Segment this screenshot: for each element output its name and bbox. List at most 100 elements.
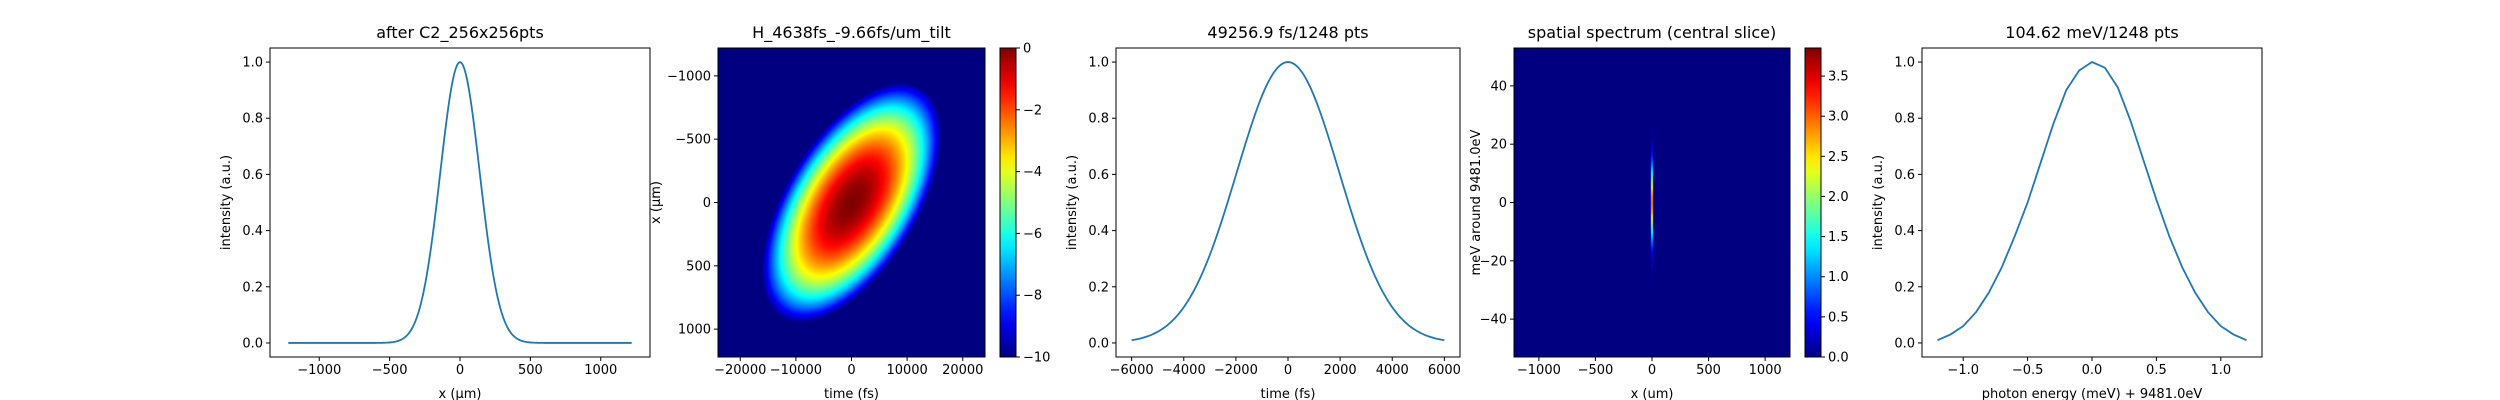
x-axis-label: time (fs) xyxy=(824,387,879,400)
y-tick-label: 0.2 xyxy=(1894,280,1915,295)
x-tick-label: −1.0 xyxy=(1947,363,1979,378)
x-axis-label: x (μm) xyxy=(439,387,482,400)
x-tick-label: 1000 xyxy=(1749,363,1782,378)
x-tick-label: −500 xyxy=(1578,363,1614,378)
y-tick-label: 1.0 xyxy=(1088,56,1109,71)
colorbar-tick-label: 2.0 xyxy=(1828,190,1849,205)
y-tick-label: 0 xyxy=(1499,196,1507,211)
colorbar-tick-label: −10 xyxy=(1023,351,1050,366)
colorbar-tick-label: 3.5 xyxy=(1828,70,1849,85)
x-tick-label: 0 xyxy=(456,363,464,378)
x-axis-label: time (fs) xyxy=(1261,387,1316,400)
panel-4: −1000 −500 0 500 1000 40 20 0 −20 −40 spatial spec… xyxy=(1469,23,1849,400)
colorbar-tick-label: 3.0 xyxy=(1828,110,1849,125)
x-tick-label: −1000 xyxy=(297,363,341,378)
chart-title: spatial spectrum (central slice) xyxy=(1528,23,1776,42)
heatmap-image xyxy=(718,48,985,357)
y-tick-label: 500 xyxy=(686,259,711,274)
series-line xyxy=(1937,61,2247,341)
panel-1: −1000 −500 0 500 1000 0.0 0.2 0.4 0.6 0.8 1.0 after… xyxy=(219,23,651,400)
y-tick-label: 1000 xyxy=(678,323,711,338)
y-tick-label: 0.8 xyxy=(242,112,263,127)
chart-title: H_4638fs_-9.66fs/um_tilt xyxy=(752,23,951,43)
colorbar xyxy=(1804,47,1822,358)
x-tick-label: 20000 xyxy=(942,363,983,378)
x-tick-label: −10000 xyxy=(770,363,822,378)
y-tick-label: 0.0 xyxy=(1894,336,1915,351)
x-tick-label: 0.0 xyxy=(2082,363,2103,378)
heatmap-image xyxy=(1514,48,1790,357)
x-axis-label: x (um) xyxy=(1631,387,1674,400)
chart-title: after C2_256x256pts xyxy=(376,23,544,43)
y-tick-label: 20 xyxy=(1490,138,1507,153)
y-tick-label: 0.0 xyxy=(242,336,263,351)
colorbar-tick-label: 1.0 xyxy=(1828,270,1849,285)
colorbar-tick-label: 0 xyxy=(1023,42,1031,57)
colorbar-tick-label: 0.0 xyxy=(1828,351,1849,366)
colorbar-tick-label: −6 xyxy=(1023,227,1042,242)
y-tick-label: −40 xyxy=(1480,313,1507,328)
x-tick-label: 500 xyxy=(1696,363,1721,378)
x-tick-label: −20000 xyxy=(714,363,766,378)
chart-title: 104.62 meV/1248 pts xyxy=(2005,23,2178,42)
y-tick-label: 0.8 xyxy=(1088,112,1109,127)
x-tick-label: −6000 xyxy=(1110,363,1154,378)
x-tick-label: 0 xyxy=(847,363,855,378)
series-line xyxy=(1131,61,1445,342)
colorbar-tick-label: 1.5 xyxy=(1828,230,1849,245)
y-tick-label: 0.2 xyxy=(1088,280,1109,295)
y-tick-label: 0.6 xyxy=(1894,168,1915,183)
y-tick-label: −500 xyxy=(675,133,711,148)
y-axis-label: intensity (a.u.) xyxy=(219,155,234,250)
y-axis-label: intensity (a.u.) xyxy=(1065,155,1080,250)
x-tick-label: 1.0 xyxy=(2210,363,2231,378)
axes-frame xyxy=(1921,47,2263,358)
y-axis-label: x (μm) xyxy=(649,181,664,224)
panel-2: −20000 −10000 0 10000 20000−1000−50005001000… xyxy=(649,23,1050,400)
y-tick-label: 40 xyxy=(1490,79,1507,94)
x-tick-label: 500 xyxy=(518,363,543,378)
x-tick-label: 0 xyxy=(1284,363,1292,378)
y-tick-label: 0.0 xyxy=(1088,336,1109,351)
y-tick-label: 0.4 xyxy=(1088,224,1109,239)
x-tick-label: −0.5 xyxy=(2012,363,2044,378)
y-tick-label: 0.6 xyxy=(1088,168,1109,183)
axes-frame xyxy=(1115,47,1461,358)
y-tick-label: 0 xyxy=(703,196,711,211)
x-tick-label: −2000 xyxy=(1214,363,1258,378)
x-tick-label: 4000 xyxy=(1376,363,1409,378)
x-tick-label: 6000 xyxy=(1428,363,1461,378)
y-tick-label: 0.6 xyxy=(242,168,263,183)
panel-3: −6000 −4000 −2000 0 2000 4000 6000 0.0 0.2 0.4 0.6… xyxy=(1065,23,1461,400)
x-tick-label: 10000 xyxy=(886,363,927,378)
y-tick-label: 1.0 xyxy=(242,56,263,71)
x-tick-label: 0.5 xyxy=(2146,363,2167,378)
y-tick-label: 0.8 xyxy=(1894,112,1915,127)
colorbar-tick-label: 0.5 xyxy=(1828,310,1849,325)
colorbar-tick-label: −2 xyxy=(1023,103,1042,118)
y-tick-label: −1000 xyxy=(667,69,711,84)
colorbar-tick-label: 2.5 xyxy=(1828,150,1849,165)
colorbar-tick-label: −4 xyxy=(1023,165,1042,180)
x-tick-label: −4000 xyxy=(1162,363,1206,378)
x-tick-label: 2000 xyxy=(1324,363,1357,378)
y-tick-label: −20 xyxy=(1480,254,1507,269)
x-axis-label: photon energy (meV) + 9481.0eV xyxy=(1982,387,2203,400)
x-tick-label: 1000 xyxy=(584,363,617,378)
y-tick-label: 0.4 xyxy=(242,224,263,239)
x-tick-label: −500 xyxy=(372,363,408,378)
x-tick-label: −1000 xyxy=(1517,363,1561,378)
axes-frame xyxy=(269,47,651,358)
chart-title: 49256.9 fs/1248 pts xyxy=(1207,23,1368,42)
y-axis-label: meV around 9481.0eV xyxy=(1469,129,1484,275)
colorbar xyxy=(999,47,1017,358)
x-tick-label: 0 xyxy=(1648,363,1656,378)
y-axis-label: intensity (a.u.) xyxy=(1871,155,1886,250)
series-line xyxy=(288,61,632,344)
y-tick-label: 1.0 xyxy=(1894,56,1915,71)
y-tick-label: 0.4 xyxy=(1894,224,1915,239)
panel-5: −1.0 −0.5 0.0 0.5 1.0 0.0 0.2 0.4 0.6 0.8 1.0 104.6… xyxy=(1871,23,2263,400)
y-tick-label: 0.2 xyxy=(242,280,263,295)
colorbar-tick-label: −8 xyxy=(1023,289,1042,304)
